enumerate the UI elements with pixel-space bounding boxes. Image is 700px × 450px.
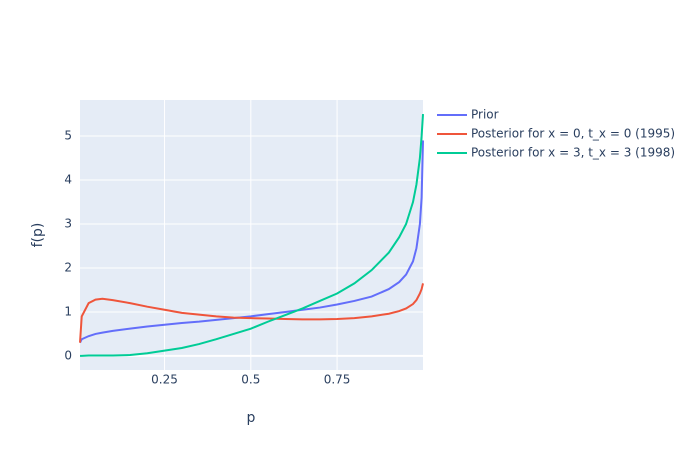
legend-label: Prior bbox=[471, 108, 499, 122]
y-tick-label: 3 bbox=[64, 217, 72, 231]
legend-label: Posterior for x = 0, t_x = 0 (1995) bbox=[471, 127, 675, 141]
line bbox=[80, 114, 424, 357]
line bbox=[79, 283, 424, 343]
y-tick-label: 1 bbox=[64, 304, 72, 318]
y-tick-label: 5 bbox=[64, 129, 72, 143]
legend-label: Posterior for x = 3, t_x = 3 (1998) bbox=[471, 146, 675, 160]
y-tick-label: 0 bbox=[64, 348, 72, 362]
y-axis-title: f(p) bbox=[30, 223, 46, 248]
x-tick-label: 0.5 bbox=[241, 373, 260, 387]
y-tick-label: 2 bbox=[64, 260, 72, 274]
x-axis-title: p bbox=[247, 410, 256, 426]
x-tick-label: 0.25 bbox=[151, 373, 178, 387]
plot-area bbox=[80, 100, 423, 370]
line bbox=[79, 140, 424, 344]
y-tick-label: 4 bbox=[64, 173, 72, 187]
x-tick-label: 0.75 bbox=[324, 373, 351, 387]
